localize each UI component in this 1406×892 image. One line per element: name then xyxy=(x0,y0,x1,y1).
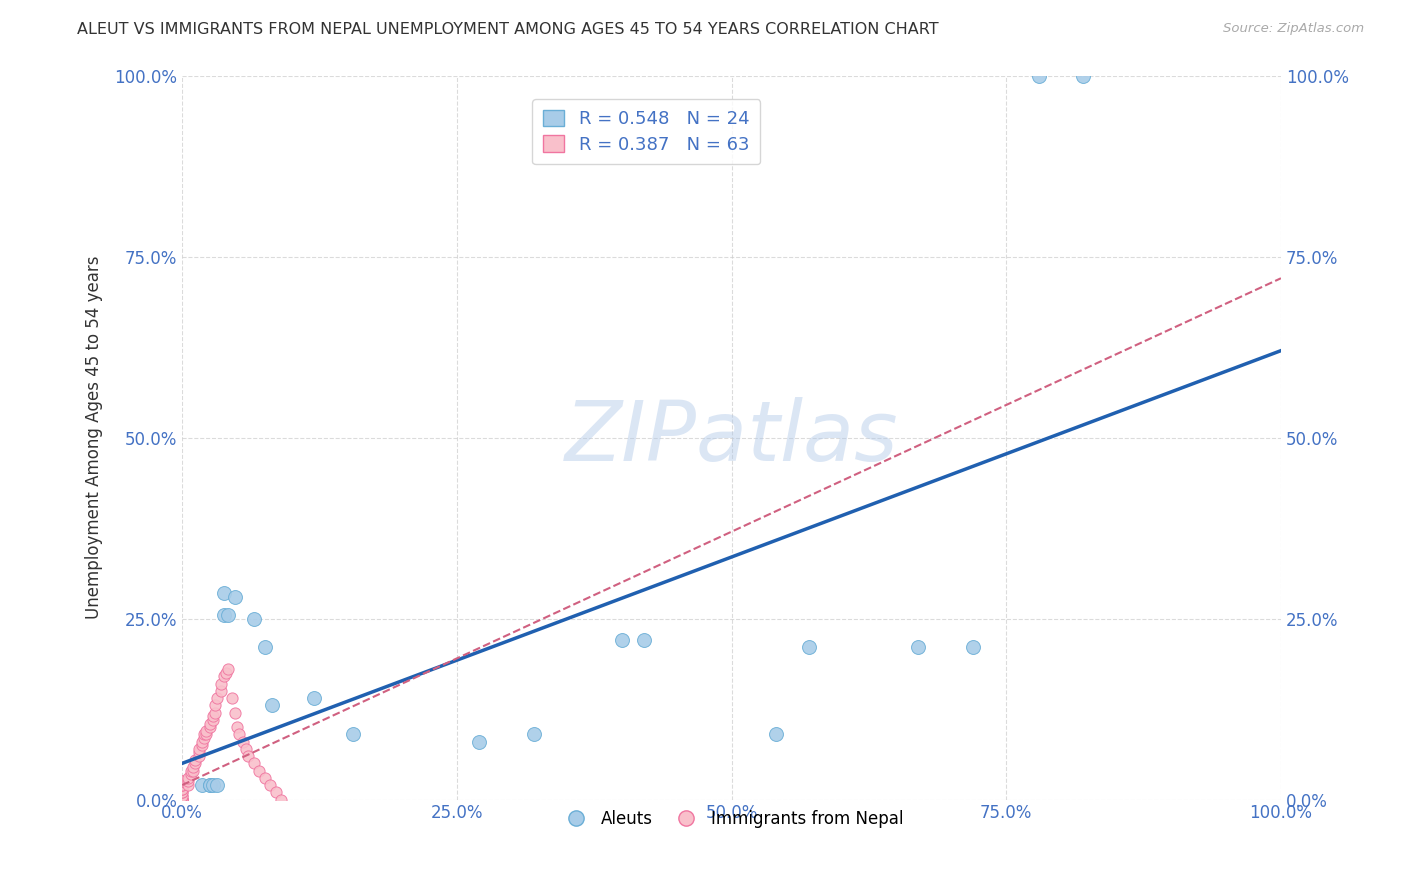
Y-axis label: Unemployment Among Ages 45 to 54 years: Unemployment Among Ages 45 to 54 years xyxy=(86,256,103,619)
Point xyxy=(184,756,207,771)
Point xyxy=(1071,69,1094,83)
Point xyxy=(172,789,194,803)
Point xyxy=(247,764,270,778)
Point xyxy=(207,691,229,706)
Point xyxy=(172,774,194,789)
Point xyxy=(209,676,232,690)
Point xyxy=(195,723,218,738)
Point xyxy=(204,706,226,720)
Point xyxy=(212,586,235,600)
Point xyxy=(172,792,194,806)
Point xyxy=(204,698,226,713)
Point xyxy=(172,792,194,806)
Point xyxy=(202,709,225,723)
Point xyxy=(468,734,491,748)
Point xyxy=(172,792,194,806)
Point xyxy=(215,665,238,680)
Point xyxy=(181,764,204,778)
Point xyxy=(207,778,229,792)
Point xyxy=(633,633,655,648)
Point xyxy=(180,767,202,781)
Point xyxy=(195,727,218,741)
Point xyxy=(191,738,214,752)
Point xyxy=(193,727,215,741)
Point xyxy=(242,756,264,771)
Point xyxy=(193,731,215,745)
Point xyxy=(172,792,194,806)
Point xyxy=(172,792,194,806)
Point xyxy=(172,789,194,803)
Legend: Aleuts, Immigrants from Nepal: Aleuts, Immigrants from Nepal xyxy=(553,804,911,835)
Point xyxy=(198,716,221,731)
Point xyxy=(270,792,292,806)
Point xyxy=(198,778,221,792)
Text: Source: ZipAtlas.com: Source: ZipAtlas.com xyxy=(1223,22,1364,36)
Point xyxy=(172,774,194,789)
Point xyxy=(172,785,194,799)
Point xyxy=(177,778,200,792)
Point xyxy=(172,792,194,806)
Point xyxy=(262,698,284,713)
Point xyxy=(172,785,194,799)
Point xyxy=(172,792,194,806)
Point xyxy=(232,734,254,748)
Point xyxy=(198,778,221,792)
Point xyxy=(212,607,235,622)
Point xyxy=(191,778,214,792)
Point xyxy=(217,662,239,676)
Point xyxy=(172,792,194,806)
Point xyxy=(224,590,246,604)
Text: ALEUT VS IMMIGRANTS FROM NEPAL UNEMPLOYMENT AMONG AGES 45 TO 54 YEARS CORRELATIO: ALEUT VS IMMIGRANTS FROM NEPAL UNEMPLOYM… xyxy=(77,22,939,37)
Point xyxy=(224,706,246,720)
Point xyxy=(209,684,232,698)
Point xyxy=(202,778,225,792)
Point xyxy=(172,778,194,792)
Point xyxy=(907,640,929,655)
Point xyxy=(184,753,207,767)
Point xyxy=(191,734,214,748)
Point xyxy=(242,611,264,625)
Point xyxy=(797,640,820,655)
Point xyxy=(238,749,260,764)
Point xyxy=(212,669,235,683)
Point xyxy=(253,771,276,785)
Point xyxy=(264,785,287,799)
Point xyxy=(253,640,276,655)
Point xyxy=(172,781,194,796)
Point xyxy=(302,691,325,706)
Point xyxy=(187,746,209,760)
Point xyxy=(177,771,200,785)
Point xyxy=(259,778,281,792)
Point xyxy=(172,792,194,806)
Text: ZIPatlas: ZIPatlas xyxy=(565,397,898,478)
Point xyxy=(228,727,250,741)
Point xyxy=(177,774,200,789)
Point xyxy=(187,749,209,764)
Point xyxy=(202,713,225,727)
Point xyxy=(172,778,194,792)
Point xyxy=(181,760,204,774)
Point xyxy=(172,792,194,806)
Point xyxy=(172,781,194,796)
Point xyxy=(610,633,633,648)
Point xyxy=(187,742,209,756)
Point xyxy=(523,727,546,741)
Point xyxy=(765,727,787,741)
Point xyxy=(198,720,221,734)
Point xyxy=(221,691,243,706)
Point xyxy=(342,727,364,741)
Point xyxy=(235,742,257,756)
Point xyxy=(217,607,239,622)
Point xyxy=(962,640,984,655)
Point xyxy=(226,720,249,734)
Point xyxy=(1028,69,1050,83)
Point xyxy=(180,764,202,778)
